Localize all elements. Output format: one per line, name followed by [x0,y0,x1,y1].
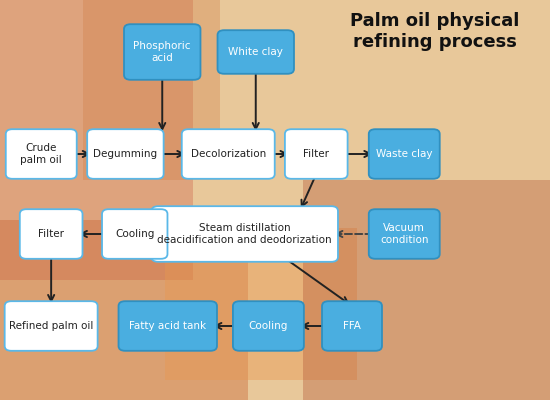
FancyBboxPatch shape [87,129,164,179]
FancyBboxPatch shape [285,129,348,179]
Text: Crude
palm oil: Crude palm oil [20,143,62,165]
Text: DOING: DOING [134,209,339,263]
FancyBboxPatch shape [151,206,338,262]
Text: Decolorization: Decolorization [191,149,266,159]
Bar [302,180,550,400]
FancyBboxPatch shape [368,129,440,179]
FancyBboxPatch shape [218,30,294,74]
Text: Phosphoric
acid: Phosphoric acid [134,41,191,63]
FancyBboxPatch shape [6,129,77,179]
FancyBboxPatch shape [124,24,200,80]
Text: Vacuum
condition: Vacuum condition [380,223,428,245]
FancyBboxPatch shape [322,301,382,351]
Text: Filter: Filter [303,149,329,159]
FancyBboxPatch shape [233,301,304,351]
FancyBboxPatch shape [5,301,98,351]
Text: White clay: White clay [228,47,283,57]
Bar [0,220,248,400]
Text: Cooling: Cooling [115,229,155,239]
Text: Palm oil physical
refining process: Palm oil physical refining process [350,12,519,51]
FancyBboxPatch shape [118,301,217,351]
Bar [165,228,358,380]
Text: Steam distillation
deacidification and deodorization: Steam distillation deacidification and d… [157,223,332,245]
Text: Degumming: Degumming [94,149,157,159]
FancyBboxPatch shape [102,209,167,259]
Text: Fatty acid tank: Fatty acid tank [129,321,206,331]
FancyBboxPatch shape [20,209,82,259]
Text: Refined palm oil: Refined palm oil [9,321,94,331]
Bar [82,0,220,180]
FancyBboxPatch shape [182,129,274,179]
Text: Cooling: Cooling [249,321,288,331]
Text: Waste clay: Waste clay [376,149,432,159]
Text: Filter: Filter [38,229,64,239]
FancyBboxPatch shape [368,209,440,259]
Bar [0,0,192,280]
Text: FFA: FFA [343,321,361,331]
